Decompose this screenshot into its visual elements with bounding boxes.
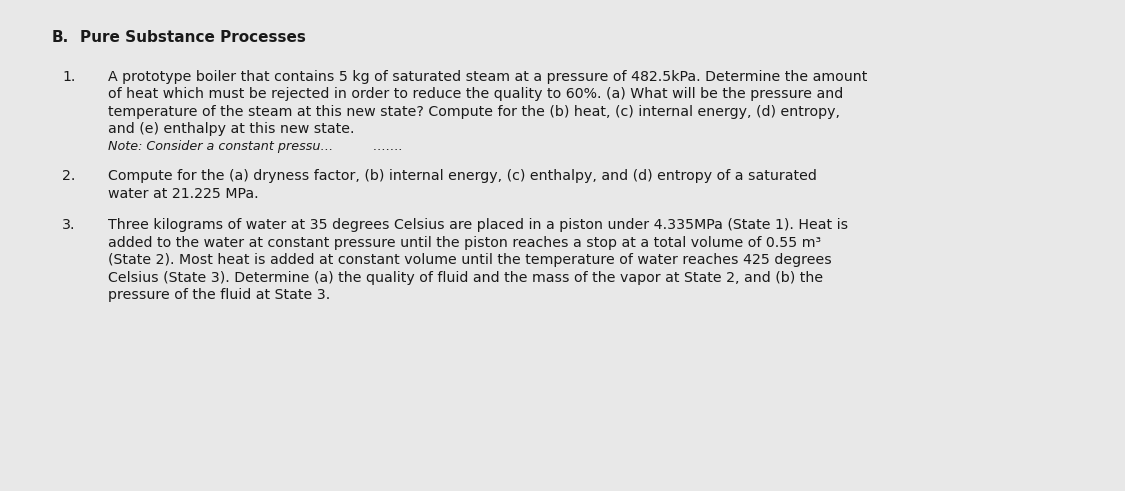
Text: Pure Substance Processes: Pure Substance Processes xyxy=(80,30,306,45)
Text: Note: Consider a constant pressu…          …….: Note: Consider a constant pressu… ……. xyxy=(108,140,403,153)
Text: (State 2). Most heat is added at constant volume until the temperature of water : (State 2). Most heat is added at constan… xyxy=(108,253,831,267)
Text: water at 21.225 MPa.: water at 21.225 MPa. xyxy=(108,187,259,201)
Text: and (e) enthalpy at this new state.: and (e) enthalpy at this new state. xyxy=(108,122,354,136)
Text: 1.: 1. xyxy=(62,70,75,84)
Text: Compute for the (a) dryness factor, (b) internal energy, (c) enthalpy, and (d) e: Compute for the (a) dryness factor, (b) … xyxy=(108,169,817,183)
Text: added to the water at constant pressure until the piston reaches a stop at a tot: added to the water at constant pressure … xyxy=(108,236,821,250)
Text: pressure of the fluid at State 3.: pressure of the fluid at State 3. xyxy=(108,288,331,302)
Text: Celsius (State 3). Determine (a) the quality of fluid and the mass of the vapor : Celsius (State 3). Determine (a) the qua… xyxy=(108,271,824,285)
Text: 3.: 3. xyxy=(62,218,75,232)
Text: A prototype boiler that contains 5 kg of saturated steam at a pressure of 482.5k: A prototype boiler that contains 5 kg of… xyxy=(108,70,867,84)
Text: 2.: 2. xyxy=(62,169,75,183)
Text: Three kilograms of water at 35 degrees Celsius are placed in a piston under 4.33: Three kilograms of water at 35 degrees C… xyxy=(108,218,848,232)
Text: B.: B. xyxy=(52,30,70,45)
Text: of heat which must be rejected in order to reduce the quality to 60%. (a) What w: of heat which must be rejected in order … xyxy=(108,87,844,101)
Text: temperature of the steam at this new state? Compute for the (b) heat, (c) intern: temperature of the steam at this new sta… xyxy=(108,105,840,119)
